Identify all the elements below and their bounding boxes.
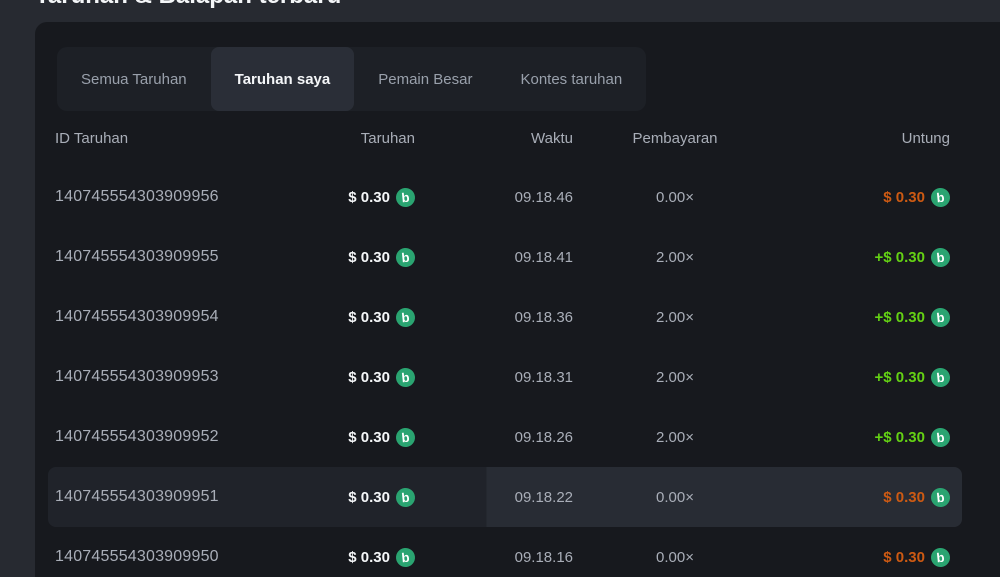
tab-label: Kontes taruhan — [520, 70, 623, 88]
bet-id: 140745554303909951 — [55, 488, 219, 505]
coin-icon: b — [395, 426, 416, 448]
table-body: 140745554303909956 $ 0.30 b 09.18.46 0.0… — [35, 167, 970, 577]
bet-amount: $ 0.30 b — [348, 246, 416, 268]
bet-amount-value: $ 0.30 — [348, 428, 390, 446]
bet-profit-value: $ 0.30 — [883, 188, 925, 206]
coin-icon: b — [930, 306, 951, 328]
bet-id: 140745554303909953 — [55, 368, 219, 385]
coin-icon: b — [395, 486, 416, 508]
bet-payout: 2.00× — [656, 308, 694, 326]
bet-profit: $ 0.30 b — [883, 546, 951, 568]
coin-icon: b — [930, 186, 951, 208]
table-row[interactable]: 140745554303909952 $ 0.30 b 09.18.26 2.0… — [35, 407, 970, 467]
tab-bar: Semua Taruhan Taruhan saya Pemain Besar … — [57, 47, 647, 111]
bets-panel: Semua Taruhan Taruhan saya Pemain Besar … — [35, 22, 1000, 577]
bet-id: 140745554303909950 — [55, 548, 219, 565]
bet-id: 140745554303909952 — [55, 428, 219, 445]
bet-time: 09.18.22 — [514, 488, 573, 506]
table-row[interactable]: 140745554303909953 $ 0.30 b 09.18.31 2.0… — [35, 347, 970, 407]
tab-kontes-taruhan[interactable]: Kontes taruhan — [496, 47, 646, 111]
header-taruhan: Taruhan — [360, 129, 415, 147]
bet-profit-value: $ 0.30 — [883, 488, 925, 506]
tab-semua-taruhan[interactable]: Semua Taruhan — [57, 47, 211, 111]
table-row[interactable]: 140745554303909950 $ 0.30 b 09.18.16 0.0… — [35, 527, 970, 577]
bet-profit: +$ 0.30 b — [874, 306, 951, 328]
bet-profit-value: $ 0.30 — [883, 548, 925, 566]
coin-icon: b — [930, 486, 951, 508]
bet-profit-value: +$ 0.30 — [874, 428, 925, 446]
bet-amount: $ 0.30 b — [348, 546, 416, 568]
bet-profit: $ 0.30 b — [883, 486, 951, 508]
header-waktu: Waktu — [531, 129, 573, 147]
header-pembayaran: Pembayaran — [632, 129, 718, 147]
bet-amount: $ 0.30 b — [348, 306, 416, 328]
bet-id: 140745554303909955 — [55, 248, 219, 265]
bet-time: 09.18.26 — [514, 428, 573, 446]
tab-label: Taruhan saya — [234, 70, 331, 88]
bet-profit-value: +$ 0.30 — [874, 248, 925, 266]
bet-time: 09.18.16 — [514, 548, 573, 566]
header-untung: Untung — [901, 129, 950, 147]
bet-profit: +$ 0.30 b — [874, 366, 951, 388]
coin-icon: b — [395, 246, 416, 268]
bet-amount-value: $ 0.30 — [348, 188, 390, 206]
bet-payout: 2.00× — [656, 428, 694, 446]
coin-icon: b — [395, 306, 416, 328]
tab-pemain-besar[interactable]: Pemain Besar — [354, 47, 496, 111]
table-row[interactable]: 140745554303909956 $ 0.30 b 09.18.46 0.0… — [35, 167, 970, 227]
tab-label: Semua Taruhan — [81, 70, 187, 88]
bet-amount: $ 0.30 b — [348, 186, 416, 208]
bet-amount-value: $ 0.30 — [348, 548, 390, 566]
coin-icon: b — [395, 186, 416, 208]
bet-amount-value: $ 0.30 — [348, 488, 390, 506]
table-row[interactable]: 140745554303909951 $ 0.30 b 09.18.22 0.0… — [35, 467, 970, 527]
tab-label: Pemain Besar — [378, 70, 473, 88]
tab-taruhan-saya[interactable]: Taruhan saya — [210, 47, 355, 111]
coin-icon: b — [930, 426, 951, 448]
bet-id: 140745554303909954 — [55, 308, 219, 325]
bet-profit-value: +$ 0.30 — [874, 368, 925, 386]
bet-payout: 0.00× — [656, 188, 694, 206]
coin-icon: b — [395, 366, 416, 388]
bet-amount-value: $ 0.30 — [348, 308, 390, 326]
bet-amount: $ 0.30 b — [348, 426, 416, 448]
bet-amount: $ 0.30 b — [348, 366, 416, 388]
bet-amount-value: $ 0.30 — [348, 368, 390, 386]
bet-payout: 0.00× — [656, 548, 694, 566]
bet-time: 09.18.41 — [514, 248, 573, 266]
bet-time: 09.18.36 — [514, 308, 573, 326]
bet-profit: $ 0.30 b — [883, 186, 951, 208]
table-row[interactable]: 140745554303909954 $ 0.30 b 09.18.36 2.0… — [35, 287, 970, 347]
coin-icon: b — [930, 366, 951, 388]
coin-icon: b — [930, 246, 951, 268]
bet-profit: +$ 0.30 b — [874, 426, 951, 448]
table-row[interactable]: 140745554303909955 $ 0.30 b 09.18.41 2.0… — [35, 227, 970, 287]
header-id-taruhan: ID Taruhan — [55, 129, 129, 147]
bet-payout: 2.00× — [656, 368, 694, 386]
coin-icon: b — [395, 546, 416, 568]
bet-payout: 0.00× — [656, 488, 694, 506]
bet-amount-value: $ 0.30 — [348, 248, 390, 266]
bet-time: 09.18.46 — [514, 188, 573, 206]
bet-profit: +$ 0.30 b — [874, 246, 951, 268]
bet-time: 09.18.31 — [514, 368, 573, 386]
bet-profit-value: +$ 0.30 — [874, 308, 925, 326]
page-title: Taruhan & Balapan terbaru — [35, 0, 341, 10]
table-header-row: ID Taruhan Taruhan Waktu Pembayaran Untu… — [35, 126, 970, 150]
bet-id: 140745554303909956 — [55, 188, 219, 205]
bet-amount: $ 0.30 b — [348, 486, 416, 508]
coin-icon: b — [930, 546, 951, 568]
bet-payout: 2.00× — [656, 248, 694, 266]
